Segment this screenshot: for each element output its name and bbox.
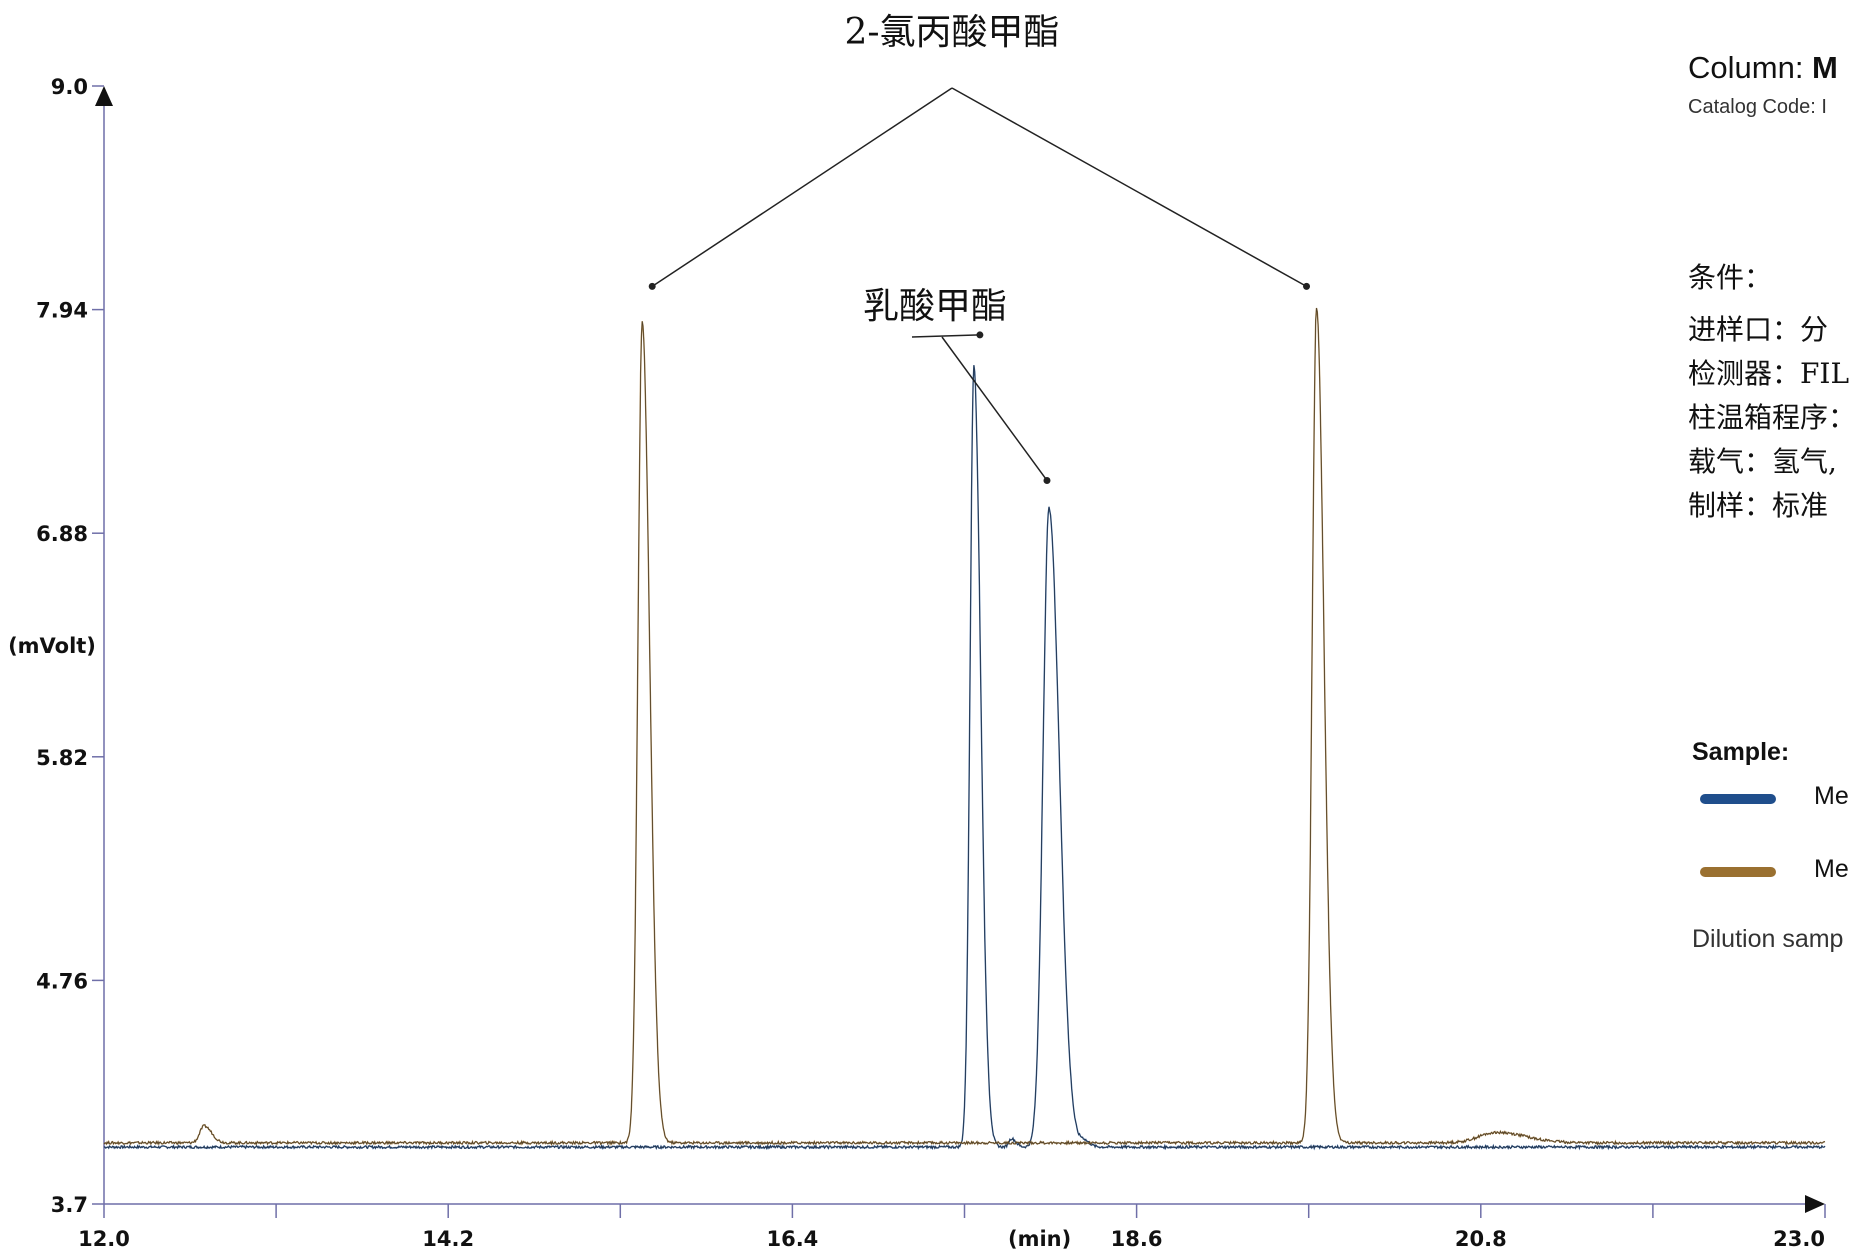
- series-trace-2: [103, 307, 1826, 1147]
- leader-dot-lactate: [1043, 476, 1051, 484]
- sample-title: Sample:: [1692, 738, 1790, 766]
- column-value: M: [1812, 50, 1838, 85]
- column-prefix: Column:: [1688, 50, 1813, 85]
- condition-carrier-gas: 载气：氢气,: [1688, 445, 1837, 478]
- x-axis-arrow: [1805, 1195, 1825, 1213]
- column-line: Column: M: [1688, 50, 1838, 86]
- leader-line-chloropropionate: [951, 87, 1307, 288]
- legend-label-2: Me: [1814, 855, 1849, 883]
- x-tick-label: 23.0: [1773, 1227, 1825, 1251]
- conditions-title: 条件：: [1688, 261, 1773, 294]
- x-tick-label: 14.2: [422, 1227, 474, 1251]
- condition-detector: 检测器：FIL: [1688, 357, 1850, 390]
- x-tick-label: 12.0: [78, 1227, 130, 1251]
- y-tick-label: 5.82: [36, 746, 88, 770]
- legend-label-1: Me: [1814, 782, 1849, 810]
- dilution-note: Dilution samp: [1692, 925, 1844, 953]
- leader-line-lactate: [911, 334, 980, 338]
- x-tick-label: 16.4: [766, 1227, 818, 1251]
- leader-dot-lactate: [976, 331, 984, 339]
- leader-line-chloropropionate: [651, 87, 953, 288]
- y-tick-label: 9.0: [51, 75, 88, 99]
- y-tick-label: 3.7: [51, 1193, 88, 1217]
- condition-sample-prep: 制样：标准: [1688, 489, 1829, 522]
- x-tick-label: 18.6: [1111, 1227, 1163, 1251]
- y-axis-label: (mVolt): [8, 634, 96, 658]
- y-tick-label: 6.88: [36, 522, 88, 546]
- legend-swatch-blue: [1700, 794, 1776, 804]
- annotation-layer: 2-氯丙酸甲酯 乳酸甲酯: [648, 12, 1311, 484]
- series-trace-outline-1: [103, 365, 1826, 1150]
- annotation-lactate: 乳酸甲酯: [863, 286, 1007, 327]
- y-axis-arrow: [95, 86, 113, 106]
- leader-line-lactate: [941, 336, 1048, 481]
- leader-dot-chloropropionate: [648, 282, 656, 290]
- annotation-chloropropionate: 2-氯丙酸甲酯: [844, 12, 1059, 53]
- series-layer: [103, 307, 1826, 1151]
- condition-inlet: 进样口：分: [1688, 313, 1829, 346]
- x-axis-label: (min): [1008, 1227, 1071, 1251]
- series-trace-1: [103, 365, 1826, 1151]
- condition-oven-program: 柱温箱程序：: [1688, 401, 1850, 434]
- method-info-panel: Column: M Catalog Code: I 条件： 进样口：分 检测器：…: [1688, 50, 1850, 1050]
- y-tick-label: 4.76: [36, 969, 88, 993]
- y-tick-label: 7.94: [36, 299, 88, 323]
- x-tick-label: 20.8: [1455, 1227, 1507, 1251]
- series-trace-outline-2: [103, 307, 1826, 1146]
- legend-swatch-brown: [1700, 867, 1776, 877]
- axes-layer: 12.0 14.2 16.4 18.6 20.8 23.0 (min) 3.7 4.76 5.82…: [36, 75, 1826, 1251]
- catalog-code: Catalog Code: I: [1688, 96, 1827, 118]
- leader-dot-chloropropionate: [1303, 282, 1311, 290]
